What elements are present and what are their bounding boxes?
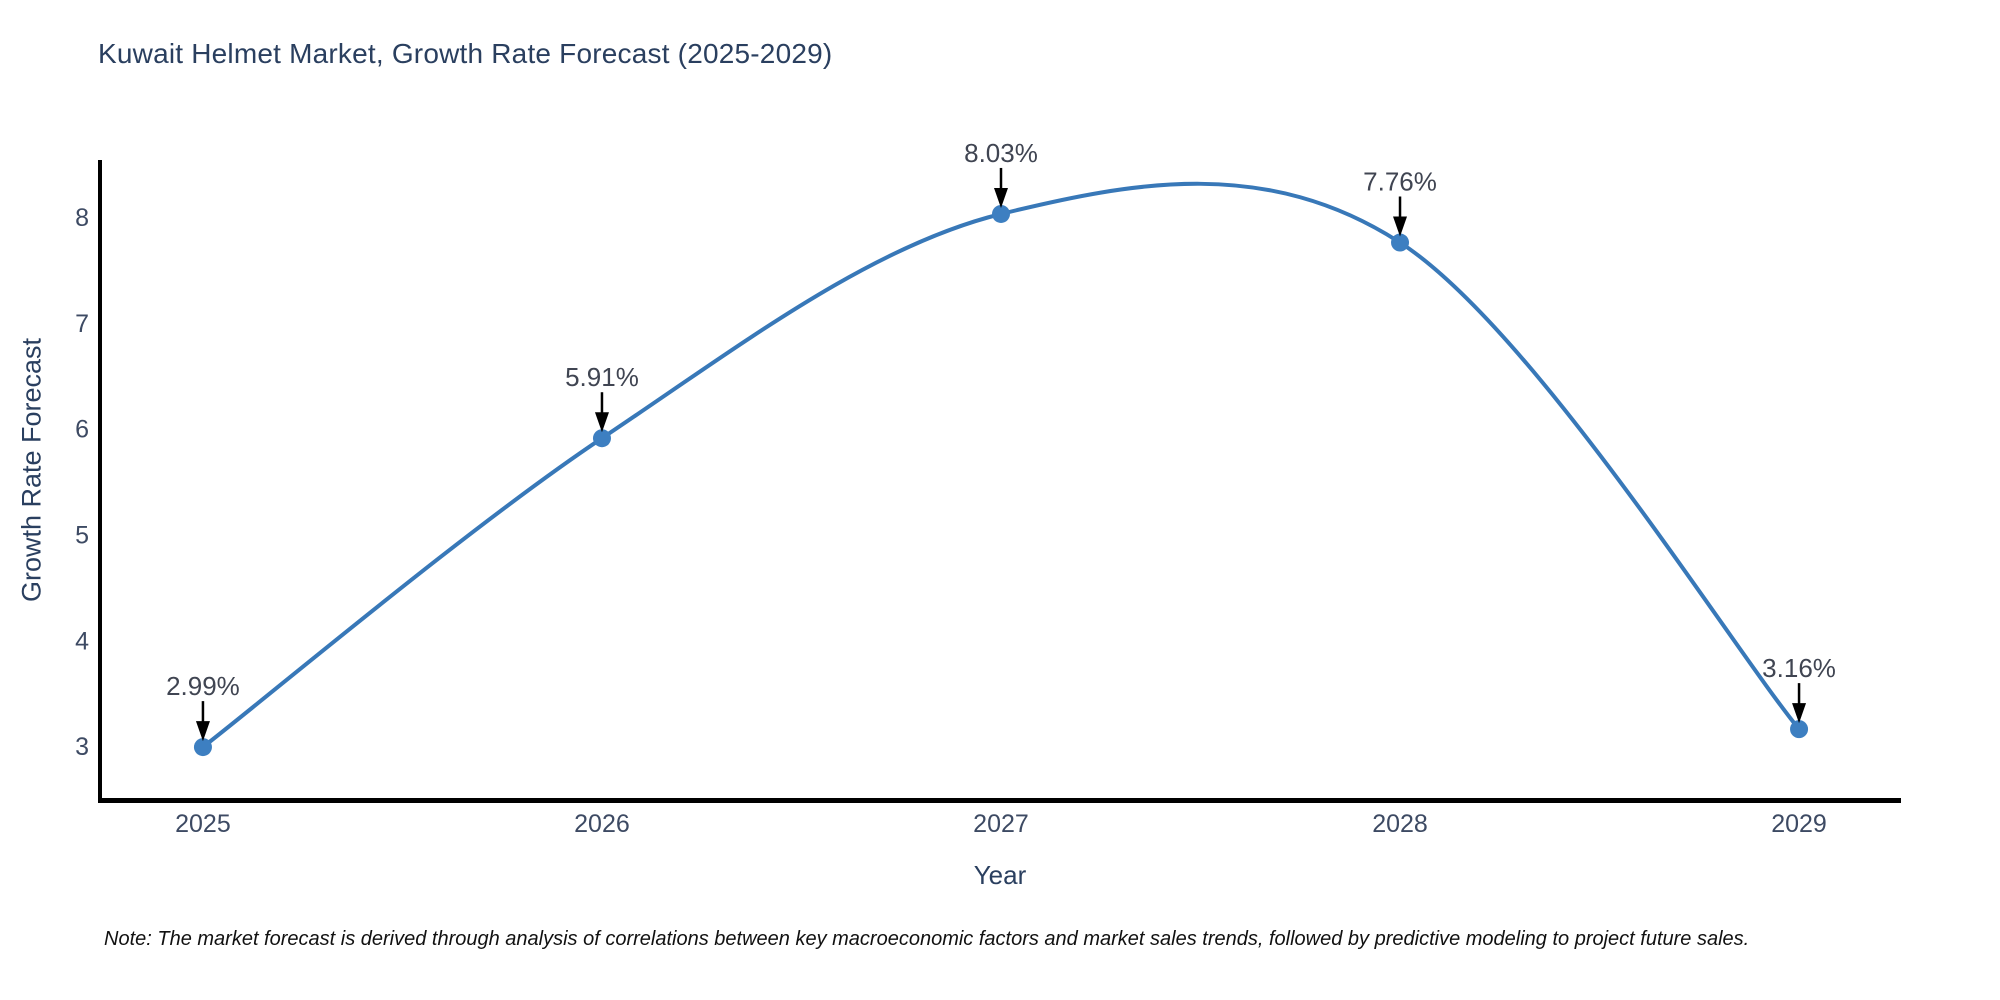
data-point-label: 5.91% <box>565 362 639 392</box>
x-tick-label: 2028 <box>1372 810 1428 838</box>
data-point-marker <box>1391 233 1410 252</box>
y-tick-label: 8 <box>75 204 89 232</box>
y-tick-label: 3 <box>75 733 89 761</box>
y-tick-label: 4 <box>75 627 89 655</box>
annotation-arrowhead <box>993 187 1008 208</box>
annotation-arrowhead <box>1792 703 1807 724</box>
x-tick-label: 2027 <box>973 810 1029 838</box>
x-tick-label: 2026 <box>574 810 630 838</box>
data-point-marker <box>991 204 1010 223</box>
y-axis-line <box>98 160 102 803</box>
annotation-arrowhead <box>594 412 609 433</box>
data-point-marker <box>1790 720 1809 739</box>
footnote: Note: The market forecast is derived thr… <box>104 928 1750 950</box>
data-point-marker <box>193 738 212 757</box>
data-point-label: 8.03% <box>964 138 1038 168</box>
data-point-label: 3.16% <box>1762 653 1836 683</box>
series-line <box>200 181 1801 750</box>
x-tick-label: 2025 <box>175 810 231 838</box>
x-axis-line <box>98 798 1901 803</box>
x-axis-title: Year <box>973 860 1027 890</box>
chart-title: Kuwait Helmet Market, Growth Rate Foreca… <box>98 38 833 69</box>
annotation-arrowhead <box>1393 216 1408 237</box>
x-tick-label: 2029 <box>1771 810 1827 838</box>
y-tick-label: 7 <box>75 310 89 338</box>
data-point-label: 7.76% <box>1363 167 1437 197</box>
y-tick-label: 6 <box>75 416 89 444</box>
data-point-label: 2.99% <box>166 671 240 701</box>
data-point-marker <box>592 429 611 448</box>
y-tick-label: 5 <box>75 521 89 549</box>
annotation-arrowhead <box>195 721 210 742</box>
